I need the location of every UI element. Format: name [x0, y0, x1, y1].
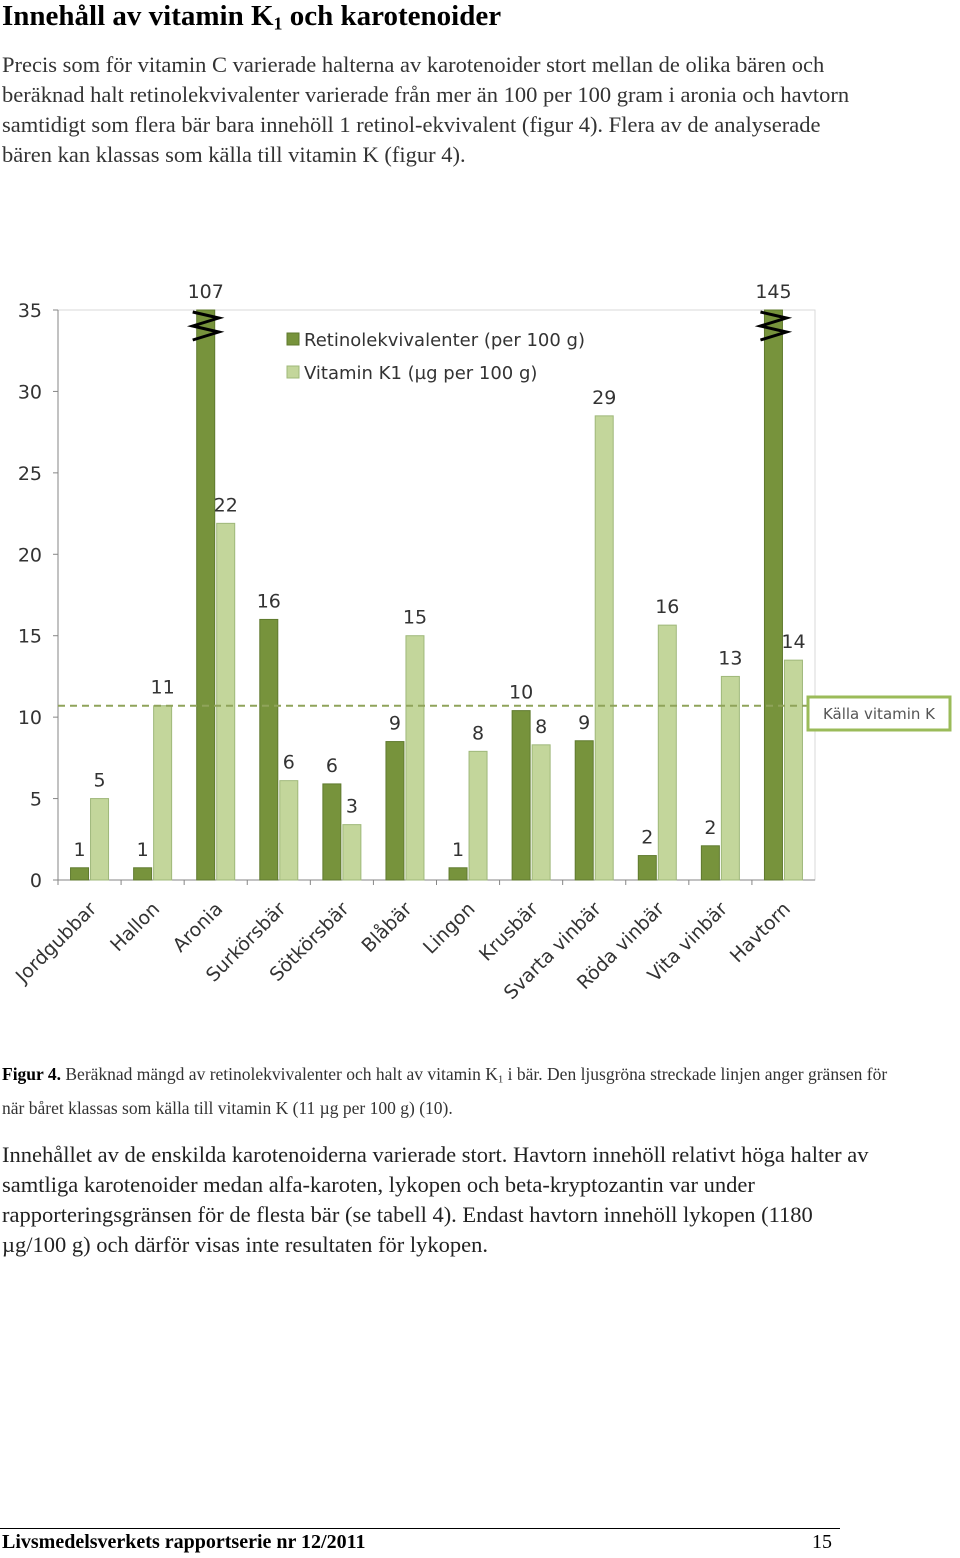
caption-subscript: 1 [497, 1073, 504, 1086]
x-tick-label: Aronia [169, 898, 228, 957]
bar [405, 635, 425, 881]
axis-break [754, 310, 793, 342]
bar [531, 744, 551, 881]
bar [133, 867, 153, 881]
footer-series: Livsmedelsverkets rapportserie nr 12/201… [2, 1531, 366, 1553]
data-label: 22 [214, 494, 238, 516]
data-label: 9 [578, 712, 590, 734]
y-tick-label: 10 [18, 707, 42, 729]
legend-label: Vitamin K1 (µg per 100 g) [304, 363, 537, 384]
legend-swatch [286, 332, 300, 346]
data-label: 16 [655, 596, 679, 618]
data-label: 8 [472, 722, 484, 744]
y-tick-label: 35 [18, 300, 42, 322]
reference-label: Källa vitamin K [823, 705, 936, 723]
bar [700, 845, 720, 881]
caption-text: Beräknad mängd av retinolekvivalenter oc… [61, 1064, 498, 1084]
bar [322, 783, 342, 881]
y-tick-label: 0 [30, 870, 42, 892]
data-label: 1 [452, 839, 464, 861]
bar [216, 522, 236, 881]
caption-label: Figur 4. [2, 1064, 61, 1084]
footer-rule [0, 1528, 840, 1529]
data-label: 14 [781, 631, 805, 653]
data-label: 2 [704, 817, 716, 839]
paragraph: Precis som för vitamin C varierade halte… [2, 52, 850, 167]
y-tick-label: 25 [18, 463, 42, 485]
data-label: 3 [346, 796, 358, 818]
bar [720, 675, 740, 881]
y-tick-label: 5 [30, 789, 42, 811]
y-tick-label: 30 [18, 381, 42, 403]
data-label: 9 [389, 713, 401, 735]
bar [448, 867, 468, 881]
bar [657, 624, 677, 881]
data-label: 11 [151, 677, 175, 699]
data-label: 29 [592, 387, 616, 409]
bar [90, 798, 110, 881]
caption-text: i bär. Den ljusgröna streckade linjen an… [2, 1064, 888, 1118]
bar [511, 710, 531, 881]
data-label: 6 [326, 755, 338, 777]
data-label: 1 [137, 839, 149, 861]
data-label: 8 [535, 716, 547, 738]
caption: Figur 4. Beräknad mängd av retinolekviva… [2, 1060, 902, 1122]
x-tick-label: Blåbär [357, 897, 417, 957]
bar [763, 309, 783, 881]
paragraph: Innehållet av de enskilda karotenoiderna… [2, 1142, 869, 1257]
x-tick-label: Jordgubbar [11, 898, 101, 988]
heading-text: Innehåll av vitamin K [2, 0, 274, 32]
legend-swatch [286, 365, 300, 379]
legend-label: Retinolekvivalenter (per 100 g) [304, 330, 585, 351]
x-tick-label: Hallon [106, 898, 164, 956]
data-label: 1 [73, 839, 85, 861]
data-label: 5 [93, 770, 105, 792]
bar [196, 309, 216, 881]
data-label: 15 [403, 607, 427, 629]
chart: 05101520253035Jordgubbar15Hallon111Aroni… [11, 281, 952, 1004]
heading-text: och karotenoider [282, 0, 502, 32]
data-label: 10 [509, 682, 533, 704]
x-tick-label: Havtorn [726, 898, 795, 967]
x-tick-label: Lingon [419, 898, 480, 959]
y-tick-label: 15 [18, 626, 42, 648]
bar [279, 780, 299, 881]
heading: Innehåll av vitamin K1 och karotenoider [2, 0, 501, 34]
plot-area [57, 309, 816, 881]
bar [783, 659, 803, 881]
data-label: 145 [755, 281, 791, 303]
data-label: 2 [641, 827, 653, 849]
bar [259, 618, 279, 881]
page-number: 15 [812, 1531, 832, 1553]
reference-box [806, 695, 952, 732]
bar [594, 415, 614, 881]
bar [637, 855, 657, 881]
axis-break [186, 310, 225, 342]
bar [468, 750, 488, 881]
y-tick-label: 20 [18, 544, 42, 566]
bar [342, 824, 362, 881]
bar [385, 741, 405, 881]
heading-subscript: 1 [273, 13, 283, 34]
data-label: 13 [718, 647, 742, 669]
data-label: 6 [283, 752, 295, 774]
bar [574, 740, 594, 881]
bar [70, 867, 90, 881]
bar [153, 705, 173, 881]
data-label: 107 [188, 281, 224, 303]
data-label: 16 [257, 590, 281, 612]
